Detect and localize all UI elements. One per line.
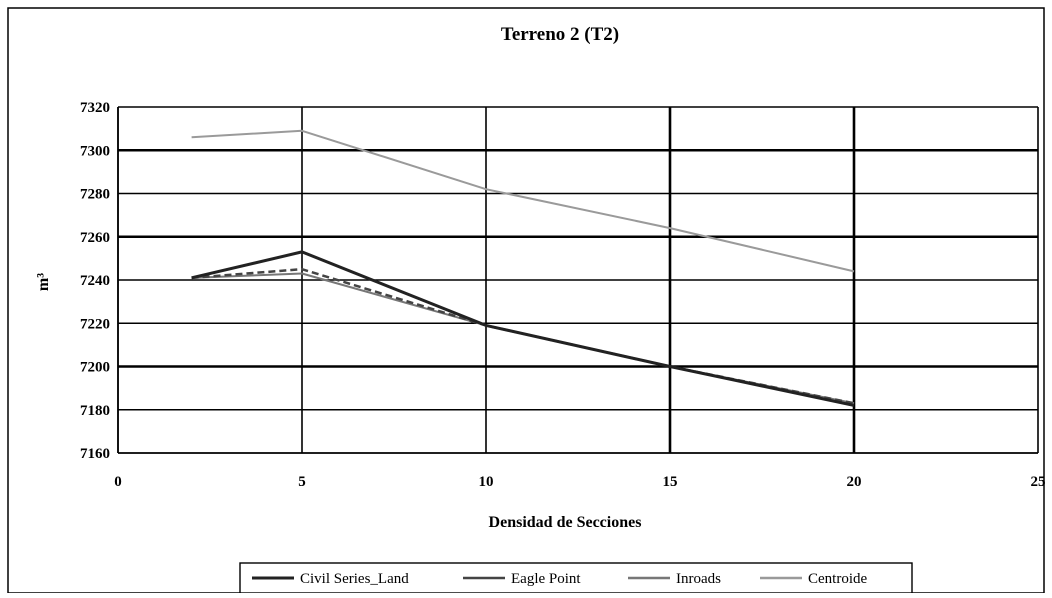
x-tick-label: 5 [298,474,306,490]
y-tick-label: 7180 [80,403,110,419]
x-axis-ticks: 0 5 10 15 20 25 [114,474,1045,490]
y-tick-label: 7200 [80,360,110,376]
y-tick-label: 7320 [80,100,110,116]
series-line-1 [191,250,855,407]
y-tick-label: 7160 [80,446,110,462]
x-tick-label: 15 [663,474,678,490]
series-group [191,129,855,407]
y-tick-label: 7260 [80,230,110,246]
x-tick-label: 25 [1031,474,1046,490]
legend-label: Centroide [808,571,867,587]
x-tick-label: 10 [479,474,494,490]
x-tick-label: 20 [847,474,862,490]
x-tick-label: 0 [114,474,122,490]
chart-border [7,7,1045,594]
y-axis-ticks: 7160 7180 7200 7220 7240 7260 7280 7300 7320 [80,100,110,462]
y-tick-label: 7220 [80,316,110,332]
chart-title: Terreno 2 (T2) [501,24,619,45]
y-tick-label: 7240 [80,273,110,289]
y-tick-label: 7300 [80,143,110,159]
legend-label: Civil Series_Land [300,571,409,587]
series-line-4 [191,129,855,273]
legend: Civil Series_Land Eagle Point Inroads Centr… [239,562,913,594]
y-axis-label: m³ [35,273,52,291]
legend-label: Inroads [676,571,721,587]
grid [117,106,1039,454]
x-axis-label: Densidad de Secciones [489,514,642,531]
y-tick-label: 7280 [80,187,110,203]
legend-label: Eagle Point [511,571,581,587]
